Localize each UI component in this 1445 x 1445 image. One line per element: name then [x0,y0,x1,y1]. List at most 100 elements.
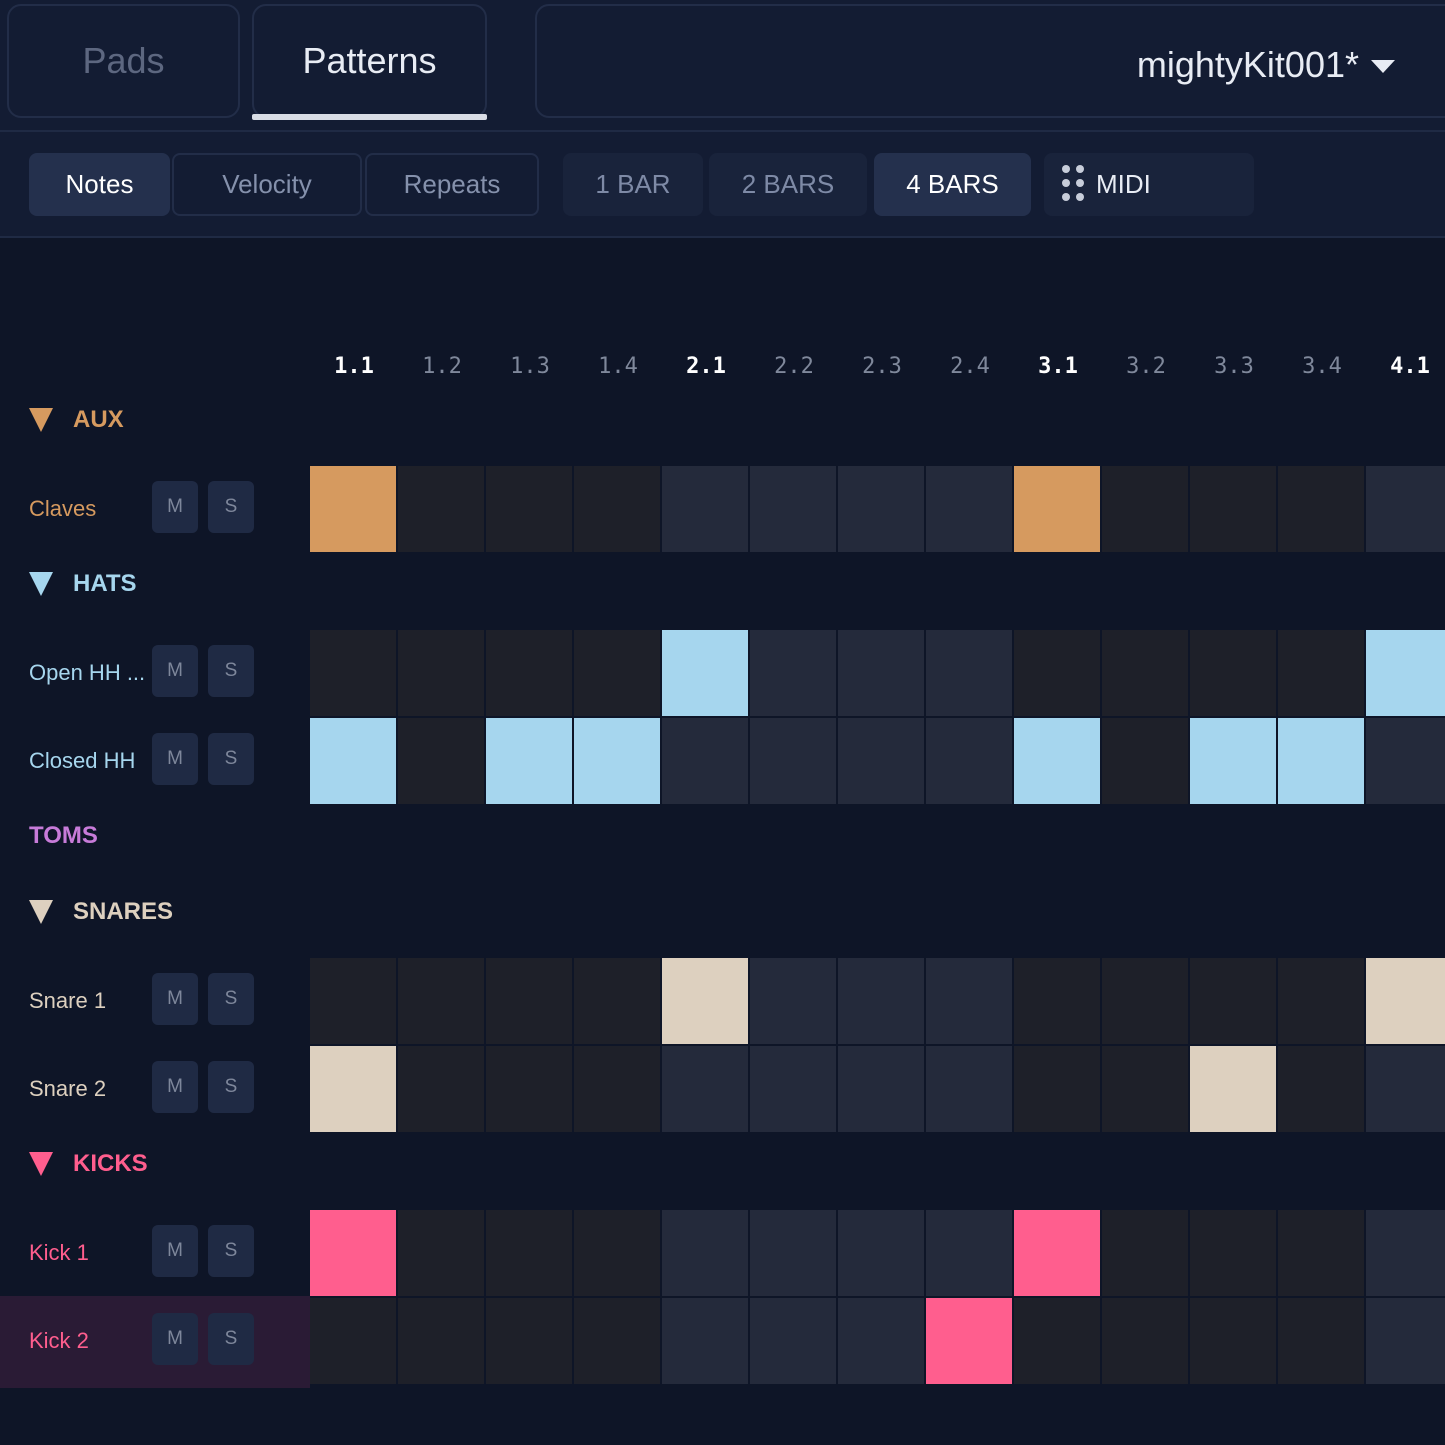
mute-button[interactable]: M [152,1313,198,1365]
group-toms[interactable]: TOMS [29,822,98,850]
step-cell[interactable] [398,466,484,552]
step-cell[interactable] [486,958,572,1044]
step-cell[interactable] [1014,630,1100,716]
velocity-mode-button[interactable]: Velocity [172,153,362,216]
step-cell[interactable] [662,1298,748,1384]
step-cell[interactable] [750,630,836,716]
collapse-triangle-icon[interactable] [29,900,53,924]
step-cell-on[interactable] [662,630,748,716]
step-cell[interactable] [1102,1210,1188,1296]
step-cell-on[interactable] [310,1210,396,1296]
length-4-bars-button[interactable]: 4 BARS [874,153,1031,216]
track-name[interactable]: Closed HH [29,748,136,773]
step-cell[interactable] [1102,718,1188,804]
step-cell[interactable] [838,1210,924,1296]
group-kicks[interactable]: KICKS [29,1149,148,1179]
step-cell[interactable] [838,718,924,804]
step-cell[interactable] [486,1046,572,1132]
step-cell[interactable] [1278,1298,1364,1384]
step-cell[interactable] [486,630,572,716]
step-cell[interactable] [398,958,484,1044]
step-cell[interactable] [1102,630,1188,716]
step-cell-on[interactable] [310,1046,396,1132]
track-name[interactable]: Kick 2 [29,1328,89,1353]
step-cell[interactable] [926,958,1012,1044]
step-cell-on[interactable] [486,718,572,804]
step-cell-on[interactable] [662,958,748,1044]
mute-button[interactable]: M [152,733,198,785]
step-cell[interactable] [1014,958,1100,1044]
step-cell-on[interactable] [310,466,396,552]
notes-mode-button[interactable]: Notes [29,153,170,216]
step-cell[interactable] [838,630,924,716]
step-cell[interactable] [1102,1298,1188,1384]
step-cell[interactable] [1190,1210,1276,1296]
step-cell[interactable] [574,1046,660,1132]
tab-patterns[interactable]: Patterns [252,4,487,118]
track-name[interactable]: Kick 1 [29,1240,89,1265]
length-1-bar-button[interactable]: 1 BAR [563,153,703,216]
step-cell[interactable] [1366,1210,1445,1296]
step-cell-on[interactable] [1014,1210,1100,1296]
solo-button[interactable]: S [208,733,254,785]
step-cell[interactable] [1278,1046,1364,1132]
collapse-triangle-icon[interactable] [29,572,53,596]
length-2-bars-button[interactable]: 2 BARS [709,153,867,216]
collapse-triangle-icon[interactable] [29,408,53,432]
step-cell-on[interactable] [1190,718,1276,804]
tab-pads[interactable]: Pads [7,4,240,118]
solo-button[interactable]: S [208,645,254,697]
step-cell[interactable] [926,1210,1012,1296]
track-name[interactable]: Snare 1 [29,988,107,1013]
step-cell[interactable] [838,1298,924,1384]
collapse-triangle-icon[interactable] [29,1152,53,1176]
mute-button[interactable]: M [152,481,198,533]
kit-selector[interactable] [535,4,1445,118]
group-hats[interactable]: HATS [29,569,137,599]
step-cell[interactable] [750,1298,836,1384]
step-cell[interactable] [1366,1298,1445,1384]
step-cell[interactable] [574,630,660,716]
step-cell[interactable] [926,630,1012,716]
solo-button[interactable]: S [208,973,254,1025]
step-cell[interactable] [662,718,748,804]
step-cell-on[interactable] [574,718,660,804]
track-name[interactable]: Claves [29,496,97,521]
mute-button[interactable]: M [152,1225,198,1277]
step-cell[interactable] [574,466,660,552]
step-cell[interactable] [1278,1210,1364,1296]
step-cell[interactable] [1278,958,1364,1044]
chevron-down-icon[interactable] [1371,60,1395,73]
step-cell[interactable] [926,718,1012,804]
step-cell[interactable] [1366,466,1445,552]
step-cell[interactable] [838,466,924,552]
step-cell[interactable] [574,1298,660,1384]
mute-button[interactable]: M [152,1061,198,1113]
step-cell[interactable] [486,1210,572,1296]
step-cell[interactable] [310,958,396,1044]
step-cell-on[interactable] [1190,1046,1276,1132]
step-cell[interactable] [1366,718,1445,804]
repeats-mode-button[interactable]: Repeats [365,153,539,216]
step-cell[interactable] [310,630,396,716]
step-cell[interactable] [1190,1298,1276,1384]
group-snares[interactable]: SNARES [29,897,173,927]
mute-button[interactable]: M [152,973,198,1025]
step-cell[interactable] [1366,1046,1445,1132]
step-cell[interactable] [1102,466,1188,552]
step-cell[interactable] [838,1046,924,1132]
step-cell[interactable] [398,1298,484,1384]
step-cell[interactable] [1190,466,1276,552]
step-cell[interactable] [1278,630,1364,716]
step-cell-on[interactable] [1278,718,1364,804]
step-cell[interactable] [1190,958,1276,1044]
kit-name[interactable]: mightyKit001* [1136,44,1359,85]
step-cell[interactable] [750,958,836,1044]
step-cell[interactable] [398,630,484,716]
step-cell[interactable] [486,466,572,552]
step-cell[interactable] [1278,466,1364,552]
step-cell[interactable] [662,1210,748,1296]
step-cell[interactable] [574,1210,660,1296]
step-cell[interactable] [750,466,836,552]
step-cell[interactable] [486,1298,572,1384]
